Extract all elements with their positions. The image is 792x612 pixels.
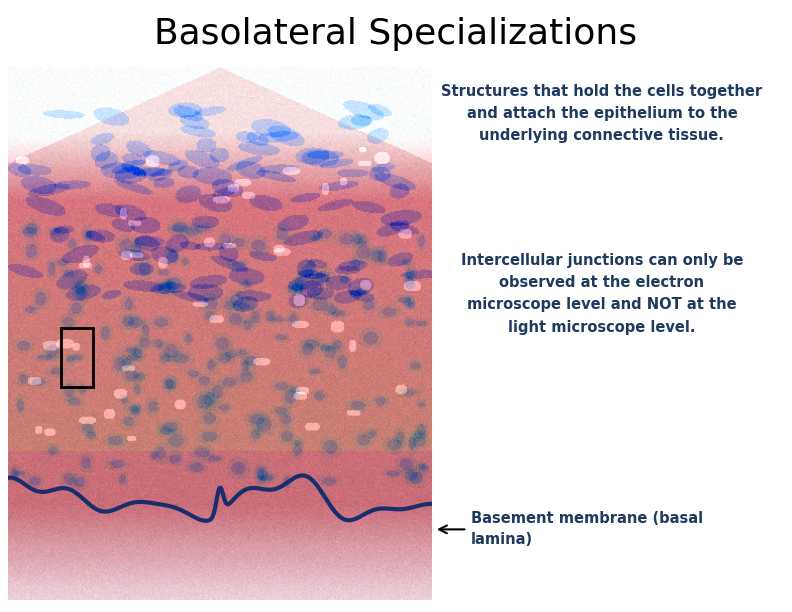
Bar: [61, 328, 93, 387]
Text: Structures that hold the cells together
and attach the epithelium to the
underly: Structures that hold the cells together …: [441, 83, 763, 143]
Text: Basolateral Specializations: Basolateral Specializations: [154, 17, 638, 51]
Text: Intercellular junctions can only be
observed at the electron
microscope level an: Intercellular junctions can only be obse…: [461, 253, 743, 335]
Text: Basement membrane (basal
lamina): Basement membrane (basal lamina): [471, 512, 703, 547]
